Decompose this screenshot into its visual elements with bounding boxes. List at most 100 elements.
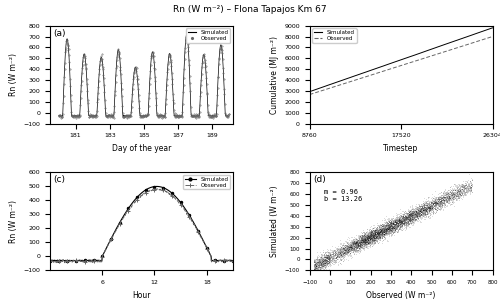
Point: [444, 194, 452, 198]
Point: [371, 228, 379, 233]
Point: [354, 248, 362, 253]
Point: [382, 226, 390, 231]
Point: [382, 232, 390, 237]
Point: [412, 210, 420, 214]
Point: [400, 209, 408, 214]
Point: [326, 262, 334, 267]
Point: [338, 247, 345, 252]
Point: [335, 254, 343, 259]
Point: [456, 191, 464, 196]
Point: [405, 217, 413, 222]
Point: [406, 218, 413, 223]
Point: [326, 253, 334, 258]
Point: [425, 203, 433, 208]
Point: [320, 258, 328, 263]
Point: [448, 193, 456, 198]
Point: [350, 244, 358, 249]
Point: [385, 223, 393, 227]
Point: [317, 255, 325, 260]
Point: [415, 203, 423, 208]
Point: [424, 195, 432, 200]
Point: [348, 240, 356, 245]
Point: [370, 227, 378, 232]
Point: [409, 215, 417, 220]
Point: [389, 221, 397, 226]
Point: [346, 248, 354, 253]
Point: [457, 188, 465, 193]
Point: [360, 242, 368, 246]
Point: [402, 215, 409, 220]
Point: [412, 211, 420, 216]
Point: [362, 238, 370, 243]
Point: [331, 252, 339, 257]
Point: [370, 231, 378, 236]
Point: [385, 229, 393, 233]
Point: [432, 201, 440, 206]
Point: [394, 219, 402, 223]
Point: [366, 235, 374, 240]
Point: [386, 227, 394, 232]
Point: [386, 230, 394, 235]
Point: [412, 215, 420, 220]
Point: [400, 217, 408, 222]
Point: [350, 240, 358, 245]
Point: [335, 259, 343, 264]
Point: [386, 227, 394, 232]
Point: [464, 184, 472, 189]
Point: [419, 210, 427, 215]
Point: [382, 227, 390, 232]
Point: [336, 255, 344, 259]
Point: [395, 216, 403, 221]
Point: [369, 226, 377, 230]
Point: [414, 214, 422, 219]
Point: [385, 224, 393, 229]
Point: [410, 216, 418, 221]
Point: [392, 220, 400, 225]
Point: [400, 217, 408, 222]
Point: [422, 204, 430, 209]
Point: [426, 206, 434, 211]
Point: [382, 223, 390, 227]
Point: [356, 237, 364, 242]
Point: [406, 217, 414, 221]
Point: [374, 235, 382, 240]
Point: [384, 220, 392, 225]
Point: [364, 234, 372, 239]
Point: [360, 238, 368, 243]
Point: [441, 199, 449, 204]
Point: [373, 234, 381, 239]
Point: [454, 190, 462, 195]
Point: [380, 230, 388, 234]
Point: [448, 187, 456, 191]
Point: [364, 240, 372, 245]
Point: [450, 192, 458, 197]
Point: [413, 212, 421, 217]
Point: [400, 210, 408, 215]
Point: [394, 224, 402, 229]
Point: [374, 233, 382, 238]
Point: [396, 218, 404, 223]
Point: [316, 266, 324, 271]
Point: [350, 241, 358, 246]
Point: [424, 205, 432, 210]
Point: [379, 231, 387, 236]
Point: [380, 227, 388, 232]
Point: [440, 195, 448, 200]
Point: [358, 245, 366, 249]
Point: [330, 253, 338, 258]
Point: [362, 237, 370, 242]
Point: [461, 185, 469, 190]
Point: [364, 238, 372, 243]
Point: [340, 246, 347, 251]
Point: [380, 232, 388, 237]
Point: [325, 258, 333, 263]
Point: [384, 231, 392, 236]
Point: [365, 234, 373, 239]
Point: [384, 226, 392, 231]
Point: [312, 258, 320, 263]
Point: [458, 190, 466, 195]
Point: [344, 253, 351, 258]
Point: [370, 230, 378, 235]
Point: [394, 217, 402, 222]
Point: [358, 244, 366, 249]
